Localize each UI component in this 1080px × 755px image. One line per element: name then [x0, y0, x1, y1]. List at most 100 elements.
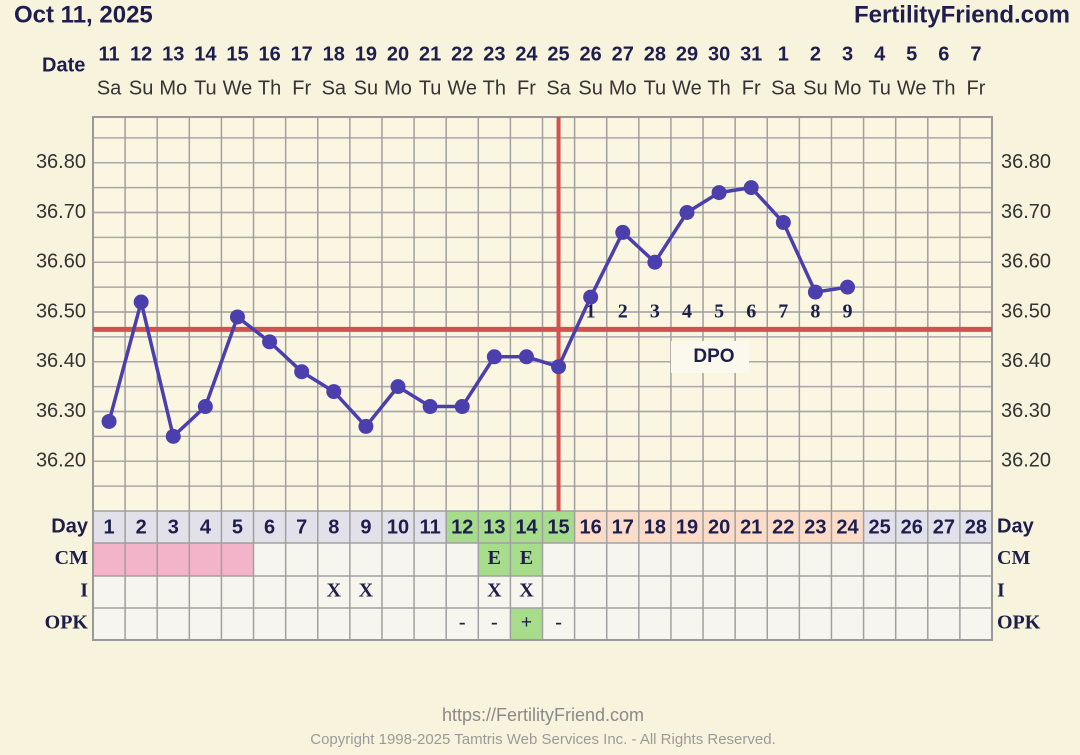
- cm-cell: [93, 543, 126, 576]
- day-number: 19: [676, 516, 698, 538]
- cm-mark: E: [488, 547, 501, 569]
- day-cell: [414, 511, 447, 543]
- weekday-label: Su: [803, 77, 827, 99]
- opk-mark: -: [555, 612, 562, 634]
- cm-cell: [189, 543, 222, 576]
- weekday-label: Su: [578, 77, 602, 99]
- y-tick-label: 36.80: [36, 151, 86, 173]
- date-label: 11: [98, 43, 119, 65]
- date-label: 19: [355, 43, 377, 65]
- date-label: 2: [810, 43, 821, 65]
- footer-url: https://FertilityFriend.com: [442, 705, 644, 725]
- date-label: 22: [451, 43, 473, 65]
- intercourse-mark: X: [519, 580, 534, 602]
- brand: FertilityFriend.com: [854, 1, 1070, 28]
- day-cell: [831, 511, 864, 543]
- date-label: 30: [708, 43, 730, 65]
- dpo-number: 2: [618, 301, 628, 323]
- date-label: 3: [842, 43, 853, 65]
- day-cell: [638, 511, 671, 543]
- temperature-point: [422, 399, 438, 415]
- y-tick-label: 36.70: [1001, 201, 1051, 223]
- day-cell: [189, 511, 222, 543]
- date-label: 26: [580, 43, 602, 65]
- day-number: 24: [836, 516, 859, 538]
- day-number: 4: [200, 516, 212, 538]
- temperature-point: [647, 254, 663, 270]
- y-tick-label: 36.20: [36, 450, 86, 472]
- weekday-label: Fr: [517, 77, 536, 99]
- cm-cell: [125, 543, 158, 576]
- weekday-label: Fr: [292, 77, 311, 99]
- date-label: 14: [194, 43, 217, 65]
- day-cell: [703, 511, 736, 543]
- dpo-number: 5: [714, 301, 724, 323]
- day-number: 9: [360, 516, 371, 538]
- weekday-label: Th: [258, 77, 281, 99]
- opk-cell: [510, 608, 543, 640]
- weekday-label: Su: [129, 77, 153, 99]
- y-tick-label: 36.80: [1001, 151, 1051, 173]
- temperature-point: [551, 359, 567, 375]
- row-label: I: [997, 580, 1005, 602]
- weekday-label: Mo: [834, 77, 862, 99]
- day-cell: [927, 511, 960, 543]
- dpo-label: DPO: [693, 346, 734, 367]
- date-label: 18: [323, 43, 345, 65]
- dpo-number: 4: [682, 301, 692, 323]
- date-label: 24: [515, 43, 538, 65]
- cm-cell: [478, 543, 511, 576]
- temperature-point: [583, 289, 599, 305]
- weekday-label: Tu: [419, 77, 442, 99]
- day-number: 27: [933, 516, 955, 538]
- date-label: 6: [938, 43, 949, 65]
- row-label: Day: [51, 515, 89, 537]
- temperature-point: [454, 399, 470, 415]
- date-label: 23: [483, 43, 505, 65]
- day-number: 26: [901, 516, 923, 538]
- day-cell: [799, 511, 832, 543]
- day-cell: [157, 511, 190, 543]
- day-number: 18: [644, 516, 666, 538]
- weekday-label: We: [223, 77, 253, 99]
- day-cell: [735, 511, 768, 543]
- day-cell: [253, 511, 286, 543]
- weekday-label: Mo: [609, 77, 637, 99]
- dpo-number: 8: [810, 301, 820, 323]
- day-cell: [895, 511, 928, 543]
- date-label: 28: [644, 43, 666, 65]
- day-number: 12: [451, 516, 473, 538]
- day-cell: [863, 511, 896, 543]
- weekday-label: Fr: [967, 77, 986, 99]
- day-cell: [478, 511, 511, 543]
- day-cell: [670, 511, 704, 543]
- weekday-label: Mo: [384, 77, 412, 99]
- y-tick-label: 36.60: [36, 251, 86, 273]
- weekday-label: Tu: [868, 77, 891, 99]
- day-cell: [317, 511, 350, 543]
- weekday-label: Sa: [546, 77, 571, 99]
- intercourse-mark: X: [327, 580, 342, 602]
- dpo-number: 3: [650, 301, 660, 323]
- y-tick-label: 36.70: [36, 201, 86, 223]
- y-tick-label: 36.40: [36, 350, 86, 372]
- y-tick-label: 36.40: [1001, 350, 1051, 372]
- weekday-label: Mo: [159, 77, 187, 99]
- day-number: 16: [580, 516, 602, 538]
- cm-cell: [510, 543, 543, 576]
- temperature-point: [807, 284, 823, 300]
- weekday-label: Th: [483, 77, 506, 99]
- dpo-number: 1: [586, 301, 596, 323]
- temperature-point: [165, 428, 181, 444]
- cm-cell: [221, 543, 254, 576]
- dpo-number: 6: [746, 301, 756, 323]
- day-number: 15: [547, 516, 569, 538]
- row-label: Date: [42, 54, 85, 76]
- date-label: 29: [676, 43, 698, 65]
- day-number: 14: [515, 516, 538, 538]
- day-cell: [381, 511, 415, 543]
- dpo-number: 7: [778, 301, 788, 323]
- weekday-label: Su: [354, 77, 378, 99]
- date-label: 13: [162, 43, 184, 65]
- weekday-label: Tu: [194, 77, 217, 99]
